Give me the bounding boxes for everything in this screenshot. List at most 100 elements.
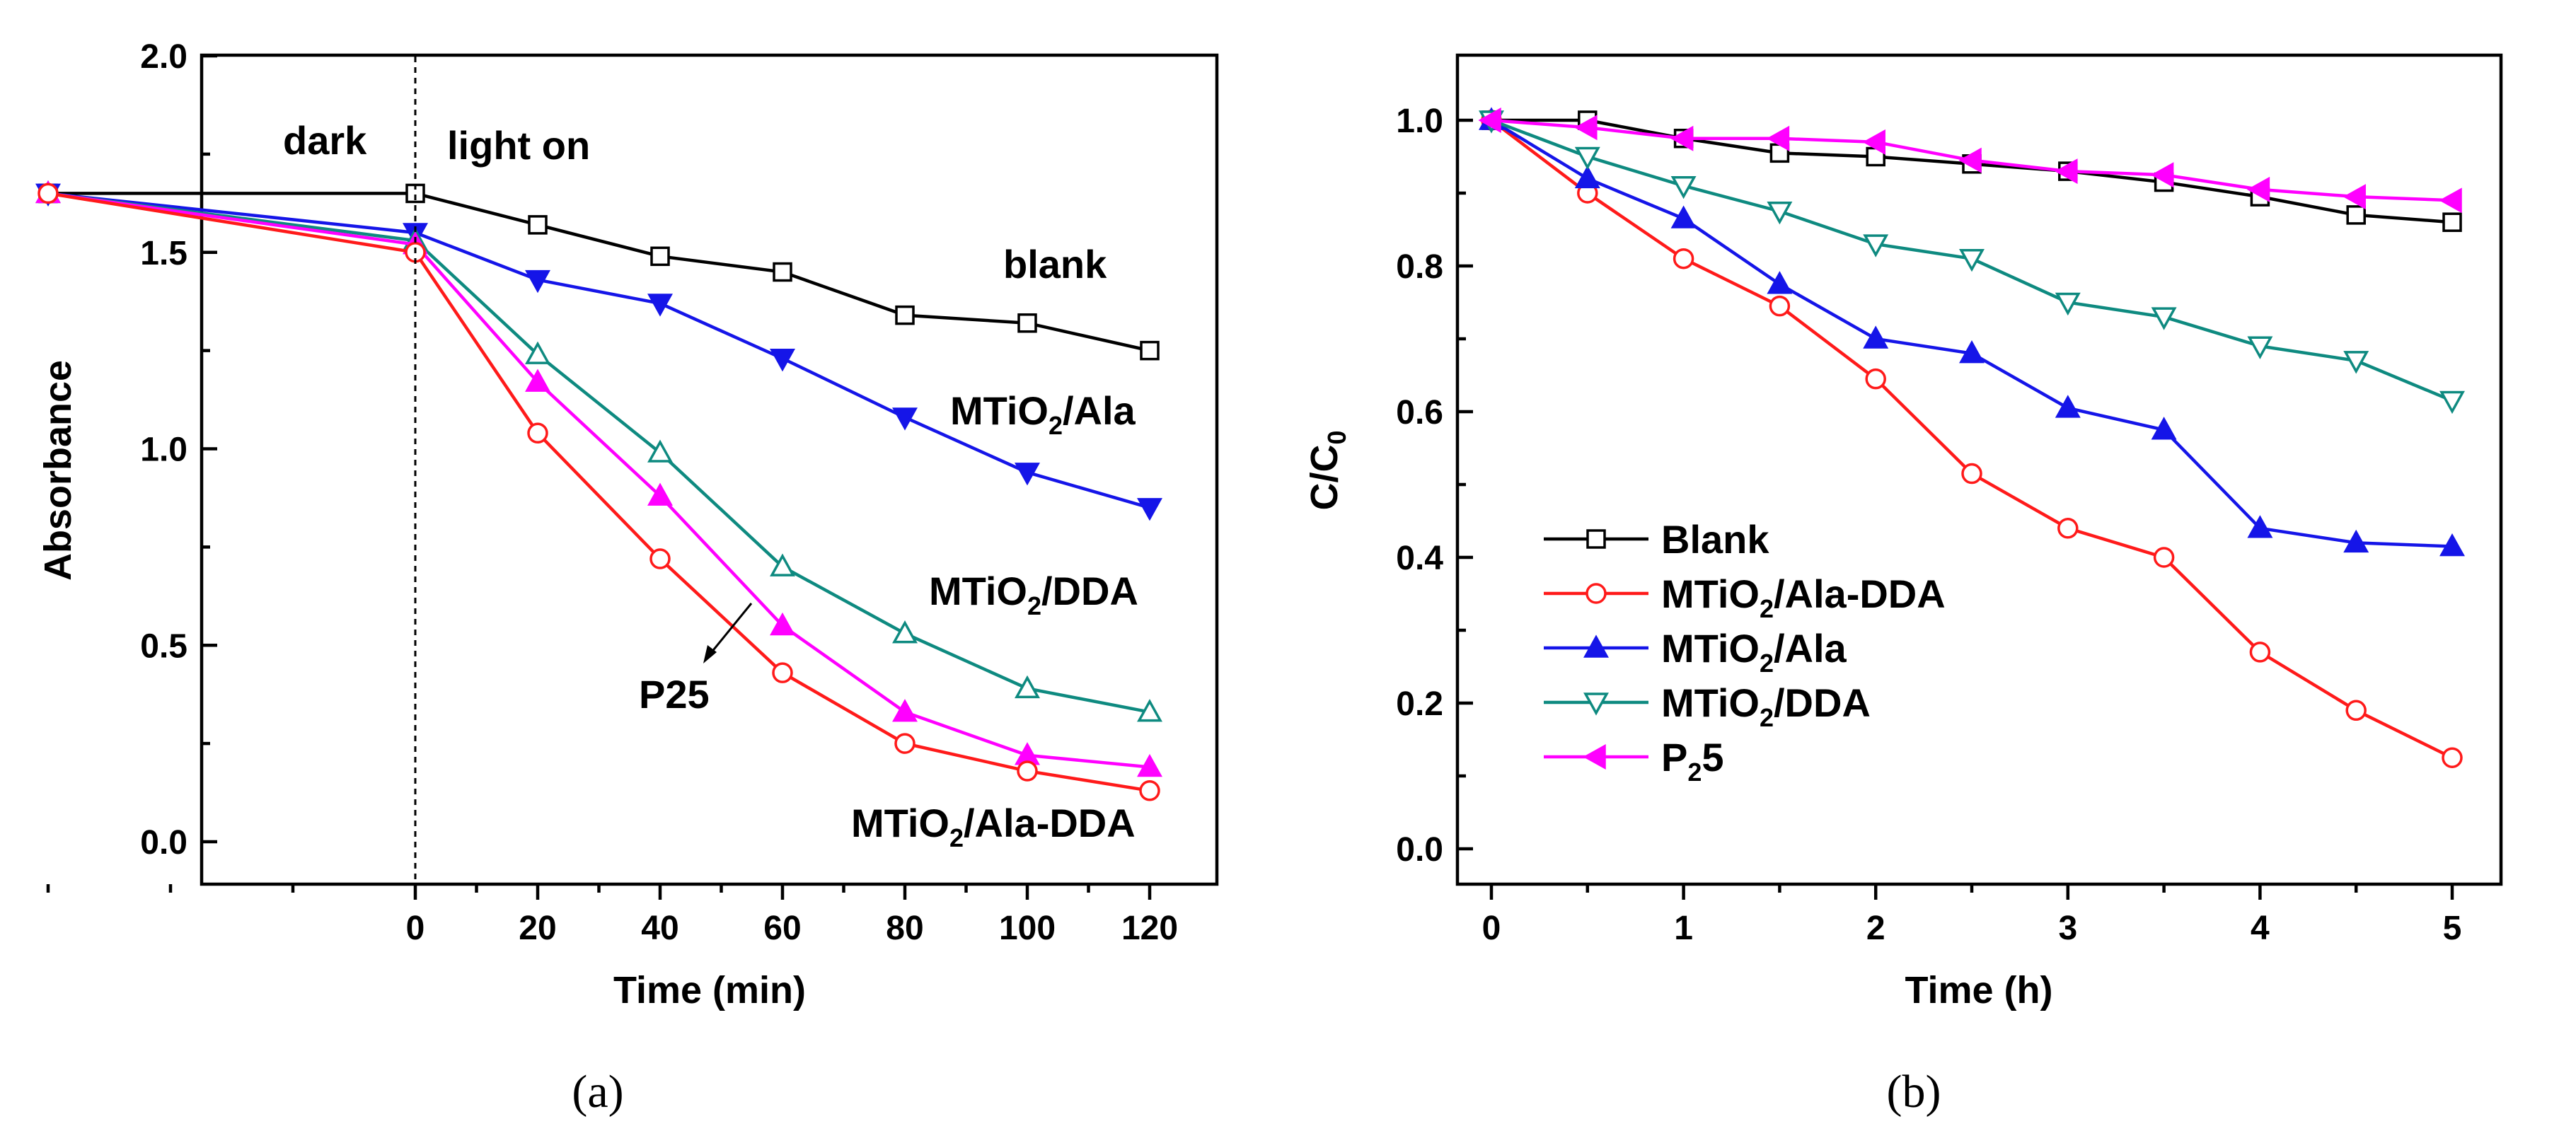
data-point-a [525, 369, 550, 392]
data-point-a [37, 182, 59, 204]
data-point-b [1863, 234, 1889, 257]
y-axis-label-a: Absorbance [37, 360, 79, 581]
data-point-b [1670, 125, 1694, 151]
series-b-mtio2-dda [1479, 110, 2465, 414]
x-tick-label-a: 20 [519, 910, 556, 947]
panel-b-frame [1455, 53, 2503, 886]
y-tick-label-b: 0.6 [1396, 394, 1443, 431]
caption-b: (b) [1887, 1066, 1941, 1118]
series-line-a [47, 192, 1150, 793]
x-tick-label-a: 120 [1121, 910, 1178, 947]
data-point-b [1574, 165, 1600, 189]
y-tick-label-a: 2.0 [140, 38, 187, 76]
x-tick-label-a: 40 [641, 910, 678, 947]
dark-label: dark [283, 118, 367, 163]
data-point-b [2055, 158, 2078, 185]
data-point-a [1137, 699, 1162, 722]
data-point-a [647, 482, 673, 506]
y-tick-label-a: 0.5 [140, 627, 187, 665]
series-b-mtio2-ala-dda [1481, 110, 2463, 768]
legend-item: Blank [1544, 517, 1769, 562]
data-point-b [2343, 351, 2369, 374]
data-point-b [2055, 395, 2081, 418]
data-point-a [770, 348, 795, 372]
caption-a: (a) [572, 1066, 623, 1118]
y-tick-label-b: 0.2 [1396, 685, 1443, 723]
x-tick-label-b: 4 [2251, 910, 2270, 947]
legend-item: MTiO2/Ala [1544, 626, 1847, 678]
data-point-b [1766, 125, 1790, 151]
data-point-b [1959, 248, 1985, 272]
data-point-b [1769, 295, 1791, 317]
data-point-b [1958, 147, 1982, 173]
data-point-b [1865, 368, 1886, 390]
series-b-p25 [1478, 108, 2462, 214]
data-point-a [892, 699, 918, 722]
light-on-label: light on [447, 123, 590, 168]
series-a-mtio2-ala-dda [37, 182, 1160, 801]
blank-annotation: blank [1003, 242, 1107, 286]
y-tick-label-b: 0.8 [1396, 248, 1443, 286]
series-line-a [47, 192, 1150, 714]
x-tick-label-b: 5 [2443, 910, 2462, 947]
data-point-a [528, 215, 548, 235]
data-point-a [894, 733, 916, 754]
panel-a: 0.0 0.5 1.0 1.5 2.0 0 20 40 60 80 100 120 dark ligh… [35, 38, 1219, 1011]
legend-marker [1583, 692, 1609, 716]
data-point-b [1478, 108, 1501, 133]
data-point-b [1574, 146, 1600, 170]
panel-a-frame [200, 53, 1219, 886]
x-tick-label-a: 0 [406, 910, 425, 947]
data-point-b [2151, 307, 2177, 330]
mtio2-dda-annotation: MTiO2/DDA [929, 569, 1138, 620]
x-tick-label-a: 80 [886, 910, 923, 947]
data-point-a [1137, 498, 1162, 521]
p25-annotation: P25 [639, 672, 710, 717]
data-point-a [525, 269, 550, 294]
data-point-a [892, 407, 918, 431]
x-tick-label-a: 60 [763, 910, 801, 947]
data-point-b [1959, 340, 1985, 364]
data-point-a [1015, 675, 1040, 699]
data-point-a [772, 662, 793, 683]
legend-item: P25 [1544, 735, 1724, 787]
x-tick-label-b: 1 [1674, 910, 1693, 947]
data-point-a [892, 620, 918, 644]
series-line-b [1490, 119, 2453, 760]
data-point-b [1670, 205, 1697, 228]
data-point-b [1574, 115, 1598, 141]
data-point-a [1137, 753, 1162, 777]
data-point-a [1140, 340, 1160, 361]
legend-item: MTiO2/DDA [1544, 680, 1871, 732]
data-point-b [2439, 390, 2465, 414]
data-point-b [1670, 175, 1697, 199]
p25-arrow [710, 603, 753, 654]
legend-label: P25 [1661, 735, 1724, 787]
legend-label: Blank [1661, 517, 1769, 562]
series-line-a [48, 192, 1150, 352]
data-point-a [650, 246, 670, 267]
data-point-b [2343, 529, 2369, 553]
data-point-b [2055, 292, 2081, 316]
legend-marker [1586, 583, 1607, 604]
series-a-p25 [35, 180, 1162, 777]
series-b-blank [1482, 110, 2462, 232]
legend-label: MTiO2/Ala [1661, 626, 1847, 678]
data-point-b [2442, 747, 2463, 768]
data-point-b [1767, 202, 1793, 225]
series-a-mtio2-dda [35, 180, 1162, 722]
series-line-a [47, 192, 1150, 769]
x-axis-label-a: Time (min) [613, 969, 806, 1011]
x-tick-label-b: 2 [1866, 910, 1885, 947]
y-tick-label-b: 0.0 [1396, 831, 1443, 869]
data-point-b [2057, 518, 2079, 539]
data-point-b [2346, 205, 2366, 225]
data-point-b [2442, 212, 2462, 232]
legend-marker [1586, 529, 1606, 549]
data-point-a [647, 294, 673, 317]
data-point-a [1017, 313, 1037, 333]
data-point-b [1862, 129, 1885, 155]
data-point-b [1961, 463, 1982, 485]
